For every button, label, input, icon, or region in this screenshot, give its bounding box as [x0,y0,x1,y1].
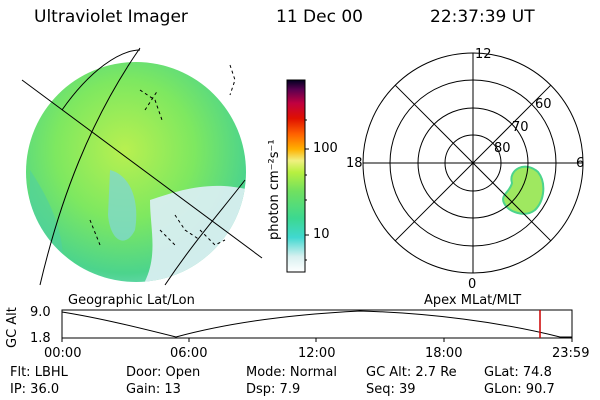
instrument-title: Ultraviolet Imager [34,7,188,27]
status-ip: IP: 36.0 [10,382,60,397]
status-seq: Seq: 39 [366,382,416,397]
polar-label-6: 6 [576,156,585,171]
status-mode: Mode: Normal [246,365,337,380]
polar-aurora [502,165,545,215]
status-glat: GLat: 74.8 [484,365,552,380]
status-gain: Gain: 13 [126,382,181,397]
polar-axis-diag2 [394,84,552,242]
time-label: 22:37:39 UT [430,7,535,27]
coastline-outline [89,64,236,246]
timeline-x-1200: 12:00 [298,346,336,361]
polar-label-0: 0 [468,277,477,292]
polar-label-18: 18 [346,156,363,171]
colorbar-unit-label: photon cm⁻²s⁻¹ [267,139,282,240]
gc-alt-curve [61,310,572,338]
gc-alt-timeline [61,309,573,342]
geographic-image [21,47,263,286]
status-glon: GLon: 90.7 [484,382,555,397]
timeline-x-0600: 06:00 [170,346,208,361]
timeline-x-2359: 23:59 [552,346,590,361]
polar-lat-70: 70 [512,120,529,135]
date-label: 11 Dec 00 [276,7,363,27]
apex-label: Apex MLat/MLT [424,293,522,308]
status-filter: Flt: LBHL [10,365,68,380]
colorbar-tick-100: 100 [313,141,338,156]
status-door: Door: Open [126,365,201,380]
polar-plot [362,52,584,274]
timeline-y-max: 9.0 [30,305,51,320]
colorbar-ticks [305,119,309,261]
timeline-y-axis-label: GC Alt [5,307,20,348]
colorbar-tick-10: 10 [313,227,330,242]
timeline-x-0000: 00:00 [44,346,82,361]
timeline-x-1800: 18:00 [425,346,463,361]
geographic-label: Geographic Lat/Lon [68,293,195,308]
timeline-y-min: 1.8 [30,331,51,346]
geo-grid-lines [21,47,263,286]
timeline-ticks [61,338,573,342]
status-gc-alt: GC Alt: 2.7 Re [366,365,457,380]
polar-lat-60: 60 [535,97,552,112]
status-dsp: Dsp: 7.9 [246,382,301,397]
polar-lat-80: 80 [494,141,511,156]
timeline-frame [61,309,573,339]
polar-label-12: 12 [475,47,492,62]
colorbar [286,79,306,273]
